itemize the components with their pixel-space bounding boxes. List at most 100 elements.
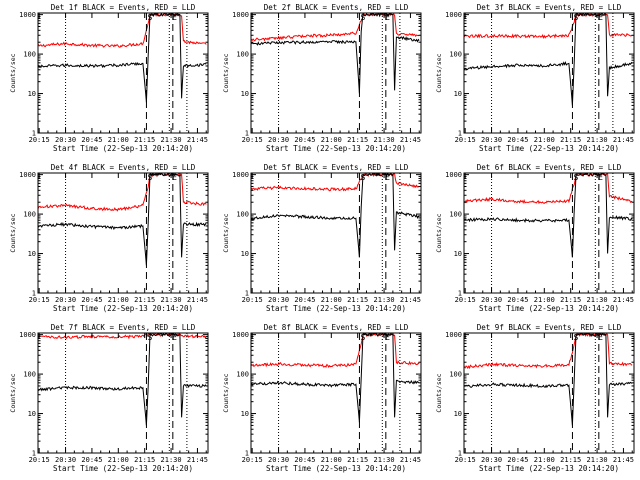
axes-frame xyxy=(250,12,422,134)
x-tick-label: 20:30 xyxy=(481,456,502,464)
x-tick-label: 20:15 xyxy=(455,136,476,144)
y-tick-label: 1000 xyxy=(232,11,249,19)
axes-frame xyxy=(37,332,209,454)
y-tick-label: 100 xyxy=(449,51,462,59)
x-tick-label: 21:15 xyxy=(347,296,368,304)
x-tick-label: 21:45 xyxy=(613,296,634,304)
y-axis-label: Counts/sec xyxy=(9,213,17,252)
detector-panel-8: 20:15 20:30 20:45 21:00 21:15 21:30 21:45 1 10 10… xyxy=(222,323,422,473)
axes-frame xyxy=(37,172,209,294)
x-axis-label: Start Time (22-Sep-13 20:14:20) xyxy=(479,464,619,473)
y-tick-label: 10 xyxy=(454,250,462,258)
y-axis-label: Counts/sec xyxy=(222,213,230,252)
x-tick-label: 21:45 xyxy=(400,296,421,304)
y-tick-label: 100 xyxy=(236,211,249,219)
plot-area xyxy=(251,173,420,258)
plot-area xyxy=(464,13,633,106)
start-marker-label: S xyxy=(360,173,365,182)
x-tick-label: 20:15 xyxy=(242,136,263,144)
detector-panel-4: 20:15 20:30 20:45 21:00 21:15 21:30 21:45 1 10 10… xyxy=(9,163,209,313)
x-tick-label: 21:00 xyxy=(108,456,129,464)
x-tick-label: 20:45 xyxy=(507,296,528,304)
y-axis-label: Counts/sec xyxy=(435,373,443,412)
events-series-line xyxy=(464,173,633,258)
end-marker-label: E xyxy=(598,13,603,22)
x-tick-label: 20:15 xyxy=(242,296,263,304)
plot-area xyxy=(38,173,207,266)
start-marker-label: S xyxy=(147,13,152,22)
x-tick-label: 21:45 xyxy=(613,136,634,144)
x-tick-label: 20:45 xyxy=(294,296,315,304)
x-tick-label: 20:30 xyxy=(55,296,76,304)
events-series-line xyxy=(38,173,207,266)
y-axis-label: Counts/sec xyxy=(9,53,17,92)
x-tick-label: 21:15 xyxy=(134,136,155,144)
panel-title: Det 6f BLACK = Events, RED = LLD xyxy=(477,163,622,172)
x-axis-label: Start Time (22-Sep-13 20:14:20) xyxy=(53,464,193,473)
events-series-line xyxy=(464,13,633,106)
x-tick-label: 20:45 xyxy=(507,456,528,464)
lld-series-line xyxy=(464,333,633,370)
y-tick-label: 1 xyxy=(458,450,462,458)
detector-panel-7: 20:15 20:30 20:45 21:00 21:15 21:30 21:45 1 10 10… xyxy=(9,323,209,473)
x-tick-label: 20:15 xyxy=(29,296,50,304)
y-tick-label: 1000 xyxy=(232,171,249,179)
x-tick-label: 20:30 xyxy=(268,296,289,304)
end-marker-label: E xyxy=(385,13,390,22)
y-axis-label: Counts/sec xyxy=(435,213,443,252)
y-tick-label: 1000 xyxy=(445,331,462,339)
x-axis-label: Start Time (22-Sep-13 20:14:20) xyxy=(53,144,193,153)
panel-title: Det 1f BLACK = Events, RED = LLD xyxy=(51,3,196,12)
y-tick-label: 10 xyxy=(454,410,462,418)
x-tick-label: 21:30 xyxy=(374,296,395,304)
x-tick-label: 20:45 xyxy=(81,136,102,144)
x-tick-label: 21:00 xyxy=(534,296,555,304)
y-tick-label: 1 xyxy=(32,450,36,458)
y-tick-label: 100 xyxy=(23,51,36,59)
lld-series-line xyxy=(464,13,633,40)
panel-title: Det 3f BLACK = Events, RED = LLD xyxy=(477,3,622,12)
x-tick-label: 21:30 xyxy=(587,296,608,304)
axes-frame xyxy=(463,332,635,454)
x-axis-label: Start Time (22-Sep-13 20:14:20) xyxy=(53,304,193,313)
detector-panel-1: 20:15 20:30 20:45 21:00 21:15 21:30 21:45 1 10 10… xyxy=(9,3,209,153)
x-tick-label: 21:00 xyxy=(534,456,555,464)
axes-frame xyxy=(37,12,209,134)
x-tick-label: 21:00 xyxy=(321,296,342,304)
x-tick-label: 20:45 xyxy=(294,456,315,464)
y-tick-label: 10 xyxy=(28,410,36,418)
y-tick-label: 10 xyxy=(241,250,249,258)
x-tick-label: 20:15 xyxy=(242,456,263,464)
x-tick-label: 21:30 xyxy=(374,136,395,144)
axes-frame xyxy=(250,172,422,294)
y-tick-label: 1000 xyxy=(19,11,36,19)
x-tick-label: 20:30 xyxy=(481,136,502,144)
x-tick-label: 21:15 xyxy=(560,136,581,144)
x-tick-label: 20:30 xyxy=(481,296,502,304)
x-tick-label: 21:30 xyxy=(161,456,182,464)
panel-title: Det 8f BLACK = Events, RED = LLD xyxy=(264,323,409,332)
x-tick-label: 21:00 xyxy=(321,456,342,464)
end-marker-label: E xyxy=(598,333,603,342)
y-tick-label: 1000 xyxy=(232,331,249,339)
y-tick-label: 1000 xyxy=(19,171,36,179)
x-tick-label: 21:00 xyxy=(108,296,129,304)
y-tick-label: 1 xyxy=(458,290,462,298)
panel-title: Det 9f BLACK = Events, RED = LLD xyxy=(477,323,622,332)
axes-frame xyxy=(463,172,635,294)
y-tick-label: 100 xyxy=(23,371,36,379)
detector-panel-5: 20:15 20:30 20:45 21:00 21:15 21:30 21:45 1 10 10… xyxy=(222,163,422,313)
end-marker-label: E xyxy=(385,173,390,182)
start-marker-label: S xyxy=(573,333,578,342)
x-tick-label: 20:45 xyxy=(81,456,102,464)
x-axis-label: Start Time (22-Sep-13 20:14:20) xyxy=(479,304,619,313)
y-tick-label: 1 xyxy=(32,130,36,138)
x-axis-label: Start Time (22-Sep-13 20:14:20) xyxy=(266,304,406,313)
x-tick-label: 21:15 xyxy=(134,296,155,304)
y-tick-label: 1 xyxy=(32,290,36,298)
x-tick-label: 20:30 xyxy=(55,456,76,464)
detector-panel-2: 20:15 20:30 20:45 21:00 21:15 21:30 21:45 1 10 10… xyxy=(222,3,422,153)
x-tick-label: 21:45 xyxy=(613,456,634,464)
